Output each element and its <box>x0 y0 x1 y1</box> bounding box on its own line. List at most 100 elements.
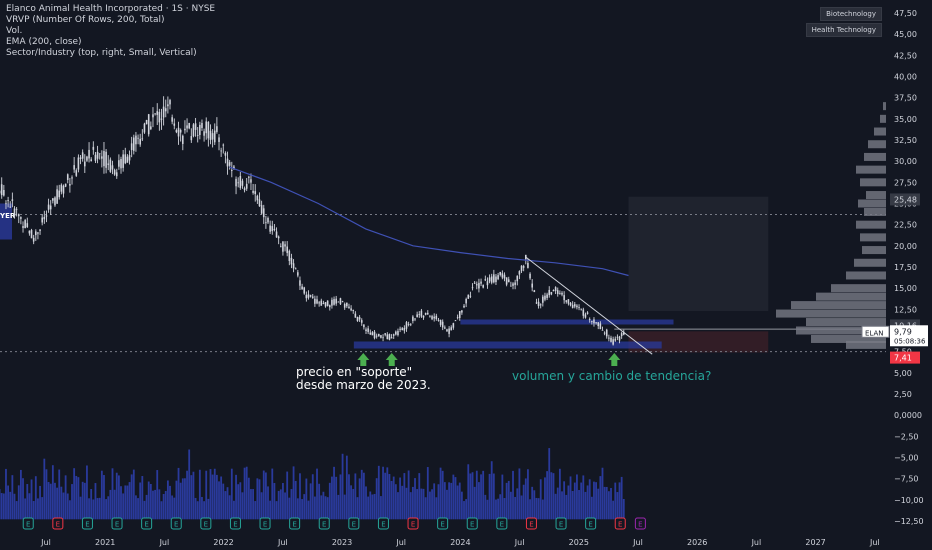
volume-bar-176 <box>360 469 363 520</box>
chart-title[interactable]: Elanco Animal Health Incorporated · 1S ·… <box>6 4 216 14</box>
candle-body-106 <box>211 133 214 140</box>
volume-bar-38 <box>66 493 69 520</box>
candle-body-203 <box>418 314 421 315</box>
volume-bar-263 <box>546 471 548 520</box>
volume-bar-196 <box>403 473 406 520</box>
volume-bar-143 <box>290 489 293 520</box>
vp-bin-8 <box>858 199 886 208</box>
candle-body-163 <box>333 299 335 305</box>
candle-body-7 <box>0 184 3 196</box>
candle-body-126 <box>254 191 257 195</box>
volume-bar-98 <box>194 497 197 520</box>
candle-body-60 <box>113 169 116 175</box>
volume-bar-137 <box>277 490 280 520</box>
volume-bar-229 <box>473 486 476 520</box>
volume-bar-265 <box>550 472 553 520</box>
candle-body-73 <box>141 138 144 140</box>
volume-bar-69 <box>132 469 135 520</box>
candle-body-145 <box>294 268 297 270</box>
volume-bar-16 <box>19 469 22 520</box>
volume-bar-236 <box>488 473 491 520</box>
volume-bar-280 <box>582 475 585 520</box>
earnings-marker-label-13: E <box>411 521 415 529</box>
volume-bar-79 <box>154 489 157 520</box>
candle-body-109 <box>218 137 220 142</box>
volume-bar-223 <box>460 491 463 520</box>
volume-bar-111 <box>222 483 225 520</box>
volume-bar-25 <box>39 485 41 520</box>
volume-bar-13 <box>13 493 16 520</box>
x-tick-label-6: Jul <box>395 538 406 547</box>
candle-body-217 <box>448 328 450 334</box>
vp-bin-14 <box>846 271 886 280</box>
indicator-vol[interactable]: Vol. <box>6 26 23 36</box>
volume-bar-272 <box>565 494 568 520</box>
candle-body-112 <box>224 152 227 156</box>
earnings-marker-label-8: E <box>263 521 267 529</box>
earnings-marker-label-0: E <box>26 521 30 529</box>
volume-bar-152 <box>309 483 312 520</box>
volume-bar-114 <box>228 495 231 520</box>
volume-bar-145 <box>294 480 297 520</box>
candle-body-144 <box>292 263 295 269</box>
candle-body-214 <box>441 321 444 328</box>
candle-body-225 <box>465 298 467 304</box>
volume-bar-264 <box>548 448 551 520</box>
volume-bar-126 <box>254 501 257 520</box>
volume-bar-184 <box>377 465 380 520</box>
candle-body-283 <box>588 319 591 320</box>
indicator-vrvp[interactable]: VRVP (Number Of Rows, 200, Total) <box>6 15 165 25</box>
candle-body-65 <box>124 154 127 164</box>
volume-bar-15 <box>17 485 20 520</box>
candle-body-229 <box>473 282 476 284</box>
x-tick-label-14: Jul <box>869 538 880 547</box>
candle-body-239 <box>495 276 497 283</box>
candle-body-131 <box>265 222 267 224</box>
volume-bar-211 <box>435 497 438 520</box>
volume-bar-262 <box>544 477 546 520</box>
volume-bar-268 <box>556 487 559 520</box>
y-tick-label-14: 12,50 <box>894 305 917 314</box>
candle-body-192 <box>395 331 397 335</box>
candle-body-218 <box>450 327 453 331</box>
volume-bar-134 <box>271 468 274 520</box>
candle-body-233 <box>482 285 484 288</box>
volume-bar-256 <box>531 486 534 520</box>
candle-body-54 <box>101 156 103 159</box>
volume-bar-192 <box>394 484 397 520</box>
volume-bar-109 <box>218 481 220 520</box>
volume-bar-46 <box>83 482 86 520</box>
sector-badge[interactable]: Biotechnology <box>820 7 882 21</box>
candle-body-171 <box>350 308 352 311</box>
candle-body-61 <box>115 172 118 177</box>
candle-body-135 <box>273 228 276 230</box>
earnings-marker-label-7: E <box>233 521 237 529</box>
indicator-sector[interactable]: Sector/Industry (top, right, Small, Vert… <box>6 48 197 58</box>
indicator-ema[interactable]: EMA (200, close) <box>6 37 82 47</box>
candle-body-43 <box>77 157 80 170</box>
volume-bar-186 <box>382 466 384 520</box>
candle-body-87 <box>171 117 173 122</box>
industry-badge[interactable]: Health Technology <box>805 23 882 37</box>
candle-body-68 <box>130 143 133 151</box>
candle-body-59 <box>111 165 114 170</box>
earnings-marker-label-17: E <box>529 521 533 529</box>
volume-bar-158 <box>322 491 325 520</box>
candle-body-107 <box>213 130 216 143</box>
candle-body-176 <box>360 320 363 323</box>
candle-body-81 <box>158 111 161 123</box>
volume-bar-220 <box>454 477 457 520</box>
volume-bar-34 <box>58 469 61 520</box>
candle-body-117 <box>235 178 237 187</box>
x-tick-label-7: 2024 <box>450 538 470 547</box>
volume-bar-245 <box>507 480 510 520</box>
volume-bar-250 <box>518 468 521 520</box>
volume-bar-216 <box>446 489 448 520</box>
candle-body-96 <box>190 136 193 141</box>
earnings-marker-7 <box>229 517 241 530</box>
candle-body-39 <box>69 183 71 186</box>
candle-body-224 <box>463 305 465 308</box>
volume-bar-191 <box>392 476 395 520</box>
volume-bar-95 <box>188 449 191 520</box>
